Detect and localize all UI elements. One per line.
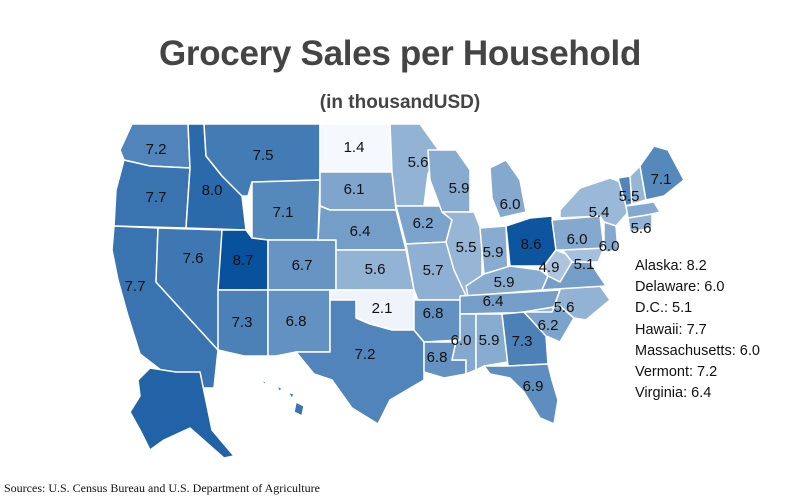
label-az: 7.3: [232, 314, 253, 331]
note-vermont: Vermont: 7.2: [635, 364, 718, 381]
label-ok: 2.1: [372, 300, 393, 317]
state-tx: [295, 299, 425, 425]
label-mt: 7.5: [253, 147, 274, 164]
label-ct: 5.6: [631, 220, 652, 237]
label-il: 5.5: [456, 239, 477, 256]
label-oh: 8.6: [521, 236, 542, 253]
label-ne: 6.4: [350, 223, 371, 240]
state-ny: [559, 177, 631, 227]
label-nd: 1.4: [344, 139, 365, 156]
note-virginia: Virginia: 6.4: [635, 385, 712, 402]
note-alaska: Alaska: 8.2: [635, 258, 707, 274]
label-nv: 7.6: [183, 250, 204, 267]
label-nh: 5.5: [619, 188, 640, 205]
label-nm: 6.8: [286, 313, 307, 330]
label-wv: 4.9: [539, 259, 560, 276]
label-mi: 6.0: [500, 196, 521, 213]
label-la: 6.8: [427, 349, 448, 366]
map-title: Grocery Sales per Household: [158, 34, 642, 73]
state-nc: [523, 285, 611, 321]
label-ks: 5.6: [365, 261, 386, 278]
label-mn: 5.6: [408, 154, 429, 171]
state-mi: [489, 159, 527, 219]
note-delaware: Delaware: 6.0: [635, 279, 725, 296]
source-note: Sources: U.S. Census Bureau and U.S. Dep…: [4, 481, 320, 495]
label-nj: 6.0: [599, 238, 620, 255]
label-co: 6.7: [292, 257, 313, 274]
note-dc: D.C.: 5.1: [635, 300, 693, 317]
label-or: 7.7: [146, 189, 167, 206]
label-ia: 6.2: [413, 215, 434, 232]
label-id: 8.0: [202, 182, 223, 199]
note-hawaii: Hawaii: 7.7: [635, 321, 707, 338]
state-me: [639, 145, 685, 201]
label-tx: 7.2: [355, 346, 376, 363]
label-ny: 5.4: [589, 204, 610, 221]
state-va: [539, 261, 607, 291]
label-wy: 7.1: [273, 204, 294, 221]
label-pa: 6.0: [567, 231, 588, 248]
label-ar: 6.8: [423, 305, 444, 322]
state-mn: [389, 123, 441, 207]
label-al: 5.9: [479, 332, 500, 349]
label-me: 7.1: [651, 171, 672, 188]
label-ms: 6.0: [451, 332, 472, 349]
state-ak: [129, 367, 235, 459]
state-ma: [625, 201, 661, 219]
state-fl: [483, 363, 559, 425]
state-al: [475, 313, 509, 371]
label-in: 5.9: [483, 244, 504, 261]
label-sc: 6.2: [538, 317, 559, 334]
label-ca: 7.7: [125, 278, 146, 295]
state-nj: [603, 221, 619, 253]
state-ar: [413, 299, 467, 343]
state-az: [217, 289, 269, 357]
label-fl: 6.9: [523, 378, 544, 395]
label-sd: 6.1: [344, 181, 365, 198]
small-state-values: Alaska: 8.2 Delaware: 6.0 D.C.: 5.1 Hawa…: [635, 256, 760, 404]
map-subtitle: (in thousandUSD): [319, 92, 481, 113]
label-tn: 6.4: [483, 293, 504, 310]
label-md: 5.1: [574, 256, 595, 273]
label-nc: 5.6: [554, 299, 575, 316]
label-mo: 5.7: [423, 262, 444, 279]
state-hi: [261, 379, 305, 417]
note-massachusetts: Massachusetts: 6.0: [635, 342, 760, 359]
label-wi: 5.9: [449, 180, 470, 197]
label-ut: 8.7: [233, 252, 254, 269]
label-ky: 5.9: [494, 274, 515, 291]
label-wa: 7.2: [146, 141, 167, 158]
state-ga: [501, 311, 549, 367]
label-ga: 7.3: [512, 333, 533, 350]
